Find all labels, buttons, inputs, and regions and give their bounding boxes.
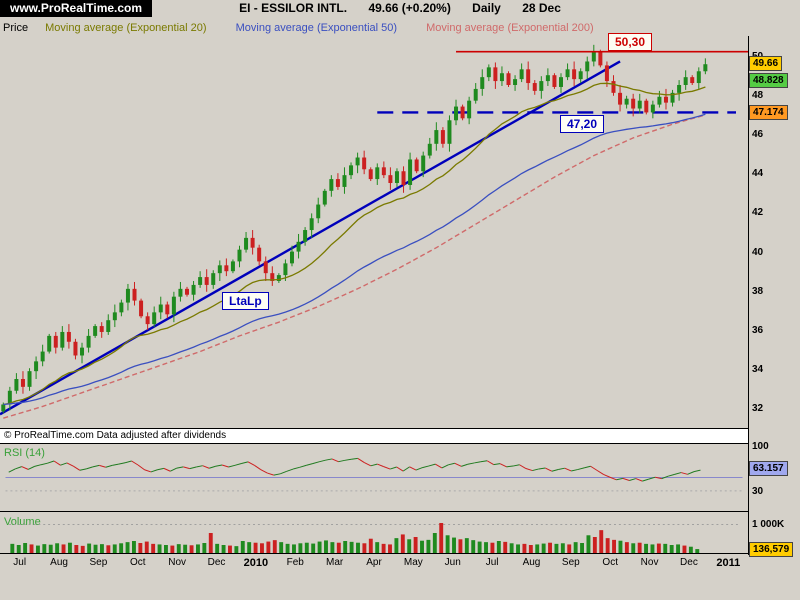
x-axis-label: 2011: [716, 557, 741, 569]
rsi-axis-top: 100: [752, 441, 769, 452]
legend: Price Moving average (Exponential 20) Mo…: [3, 22, 620, 34]
copyright-text: © ProRealTime.com Data adjusted after di…: [4, 430, 227, 441]
x-axis-label: Jul: [485, 557, 499, 568]
legend-ema200[interactable]: Moving average (Exponential 200): [426, 22, 594, 34]
support-value: 47,20: [567, 117, 598, 132]
price-pane-label: Price: [3, 22, 29, 34]
support-label[interactable]: 47,20: [560, 115, 605, 134]
x-axis-label: Oct: [602, 557, 618, 568]
rsi-label[interactable]: RSI (14): [4, 447, 45, 459]
price-axis-badge: 49.66: [749, 56, 783, 72]
x-axis-label: Nov: [640, 557, 659, 568]
x-axis-label: Sep: [561, 557, 580, 568]
trendline-name: LtaLp: [229, 294, 262, 308]
x-axis-label: Dec: [680, 557, 698, 568]
x-axis-label: Apr: [366, 557, 382, 568]
x-axis-label: Aug: [50, 557, 68, 568]
copyright-bar: © ProRealTime.com Data adjusted after di…: [0, 428, 748, 444]
resistance-label[interactable]: 50,30: [608, 32, 653, 51]
price-tick-label: 40: [752, 246, 764, 258]
instrument-name: EI - ESSILOR INTL.: [239, 1, 348, 15]
price-tick-label: 36: [752, 324, 764, 336]
x-axis-label: Mar: [326, 557, 344, 568]
price-axis-badge: 47.174: [749, 104, 788, 120]
legend-ema20[interactable]: Moving average (Exponential 20): [45, 22, 207, 34]
chart-title: EI - ESSILOR INTL. 49.66 (+0.20%) Daily …: [0, 1, 800, 15]
x-axis-label: Nov: [168, 557, 187, 568]
topbar: www.ProRealTime.com EI - ESSILOR INTL. 4…: [0, 0, 800, 17]
price-tick-label: 38: [752, 285, 764, 297]
timeframe: Daily: [472, 1, 501, 15]
x-axis-label: Feb: [286, 557, 304, 568]
x-axis-label: Aug: [522, 557, 541, 568]
price-tick-label: 34: [752, 364, 764, 376]
volume-axis-label: 1 000K: [752, 518, 785, 530]
price-tick-label: 50: [752, 51, 763, 62]
x-axis-label: May: [403, 557, 423, 568]
price-axis-column: [748, 36, 800, 555]
rsi-axis-low: 30: [752, 485, 764, 497]
price-tick-label: 48: [752, 89, 764, 101]
x-axis-label: Jun: [444, 557, 461, 568]
price-tick-label: 46: [752, 128, 764, 140]
x-axis-label: Dec: [207, 557, 226, 568]
x-axis-label: Oct: [130, 557, 146, 568]
site-logo[interactable]: www.ProRealTime.com: [0, 0, 153, 17]
last-date: 28 Dec: [522, 1, 561, 15]
price-axis-badge: 48.828: [749, 72, 788, 88]
price-tick-label: 44: [752, 168, 764, 180]
x-axis-label: 2010: [243, 557, 269, 569]
x-axis-label: Jul: [13, 557, 27, 568]
rsi-value-badge: 63.157: [749, 461, 788, 477]
site-url: www.ProRealTime.com: [10, 1, 143, 15]
price-tick-label: 42: [752, 207, 764, 219]
resistance-value: 50,30: [615, 34, 646, 49]
volume-value-badge: 136,579: [749, 541, 794, 557]
rsi-chart[interactable]: [0, 444, 748, 512]
volume-label[interactable]: Volume: [4, 516, 41, 528]
x-axis-label: Sep: [89, 557, 108, 568]
legend-ema50[interactable]: Moving average (Exponential 50): [235, 22, 398, 34]
last-price-change: 49.66 (+0.20%): [368, 1, 451, 15]
x-axis: Jul Aug Sep Oct Nov Dec 2010 Feb Mar Apr May Jun Jul…: [0, 557, 760, 573]
trendline-label[interactable]: LtaLp: [222, 292, 269, 310]
price-tick-label: 32: [752, 403, 764, 415]
price-chart[interactable]: [0, 36, 748, 428]
volume-chart[interactable]: [0, 513, 748, 554]
